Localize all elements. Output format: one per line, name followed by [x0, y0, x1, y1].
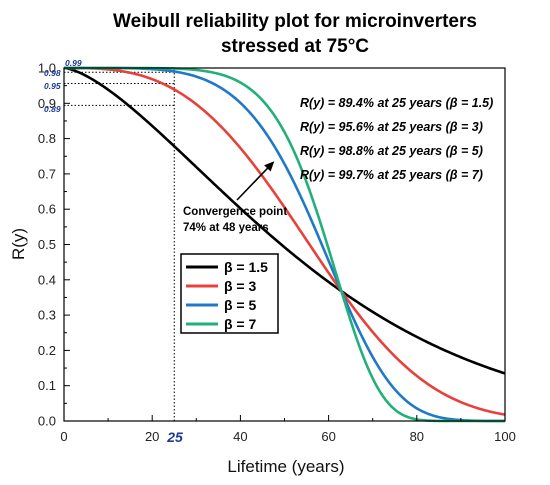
marked-y-label-0-95: 0.95 [44, 81, 61, 91]
x-tick-label-5: 100 [494, 429, 516, 444]
annotation-beta-3: R(y) = 95.6% at 25 years (β = 3) [300, 120, 483, 134]
y-tick-label-7: 0.7 [38, 166, 56, 181]
annotation-beta-5: R(y) = 98.8% at 25 years (β = 5) [300, 144, 483, 158]
legend: β = 1.5 β = 3 β = 5 β = 7 [180, 253, 279, 334]
series-line-0 [63, 66, 506, 375]
convergence-arrowhead [264, 161, 275, 172]
y-tick-label-8: 0.8 [38, 131, 56, 146]
y-tick-label-4: 0.4 [38, 272, 56, 287]
y-axis-label: R(y) [9, 228, 28, 260]
convergence-arrow [236, 164, 271, 201]
y-tick-label-5: 0.5 [38, 237, 56, 252]
x-tick-label-0: 0 [60, 429, 67, 444]
marked-x-label-25: 25 [166, 429, 183, 445]
y-tick-label-9: 0.9 [38, 96, 56, 111]
marked-y-label-0-89: 0.89 [44, 104, 61, 114]
chart-title-line-1: Weibull reliability plot for microinvert… [113, 11, 477, 32]
marked-y-label-0-98: 0.98 [44, 68, 61, 78]
x-tick-label-4: 80 [410, 429, 424, 444]
series-line-1 [64, 66, 506, 416]
convergence-label-line-1: Convergence point [183, 206, 287, 218]
x-axis-label: Lifetime (years) [227, 457, 344, 476]
annotation-block: R(y) = 89.4% at 25 years (β = 1.5) R(y) … [300, 96, 493, 182]
y-tick-label-10: 1.0 [38, 61, 56, 76]
x-tick-label-2: 40 [233, 429, 247, 444]
y-tick-label-0: 0.0 [38, 414, 56, 429]
convergence-annotation: Convergence point 74% at 48 years [183, 161, 287, 234]
annotation-beta-7: R(y) = 99.7% at 25 years (β = 7) [300, 168, 483, 182]
y-tick-label-1: 0.1 [38, 378, 56, 393]
y-tick-label-2: 0.2 [38, 343, 56, 358]
y-tick-label-6: 0.6 [38, 202, 56, 217]
marked-labels: 0.99 0.98 0.95 0.89 25 [44, 58, 183, 445]
x-tick-label-1: 20 [145, 429, 159, 444]
legend-label-3: β = 7 [224, 316, 257, 332]
legend-label-1: β = 3 [224, 278, 257, 294]
legend-items: β = 1.5 β = 3 β = 5 β = 7 [186, 259, 268, 332]
convergence-label-line-2: 74% at 48 years [183, 222, 269, 234]
x-tick-label-3: 60 [321, 429, 335, 444]
axes: 0 20 40 60 80 1000.00.10.20.30.40.50.60.70.80… [38, 61, 516, 445]
chart-title-line-2: stressed at 75°C [221, 36, 369, 57]
reference-lines [64, 68, 175, 421]
legend-label-2: β = 5 [224, 297, 257, 313]
annotation-beta-1-5: R(y) = 89.4% at 25 years (β = 1.5) [300, 96, 493, 110]
legend-label-0: β = 1.5 [224, 259, 268, 275]
y-tick-label-3: 0.3 [38, 308, 56, 323]
marked-y-label-0-99: 0.99 [65, 58, 82, 68]
